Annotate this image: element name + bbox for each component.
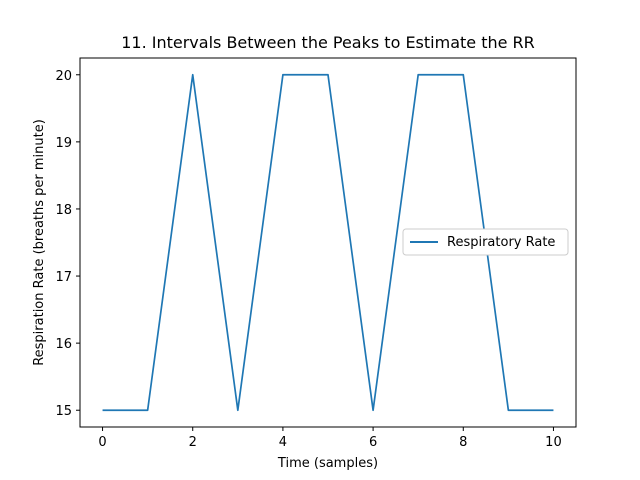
y-tick-label: 17	[55, 270, 72, 285]
legend-label: Respiratory Rate	[447, 235, 555, 250]
y-tick-label: 20	[55, 69, 72, 84]
x-tick-label: 10	[545, 435, 562, 450]
x-tick-label: 6	[369, 435, 377, 450]
legend-box	[402, 228, 569, 256]
plot-area	[79, 57, 577, 428]
series-layer	[102, 73, 554, 412]
x-axis: 0 2 4 6 8 10	[98, 427, 562, 450]
chart-title: 11. Intervals Between the Peaks to Estim…	[121, 33, 535, 52]
y-tick-label: 19	[55, 136, 72, 151]
y-axis-label: Respiration Rate (breaths per minute)	[32, 119, 47, 366]
y-tick-label: 16	[55, 337, 72, 352]
legend: Respiratory Rate	[402, 228, 569, 256]
y-tick-label: 18	[55, 203, 72, 218]
y-axis: 15 16 17 18 19 20	[55, 69, 80, 419]
x-tick-label: 2	[189, 435, 197, 450]
x-tick-label: 4	[279, 435, 287, 450]
y-tick-label: 15	[55, 404, 72, 419]
x-axis-label: Time (samples)	[277, 456, 378, 471]
x-tick-label: 8	[459, 435, 467, 450]
series-line-respiratory-rate	[102, 73, 554, 412]
x-tick-label: 0	[98, 435, 106, 450]
